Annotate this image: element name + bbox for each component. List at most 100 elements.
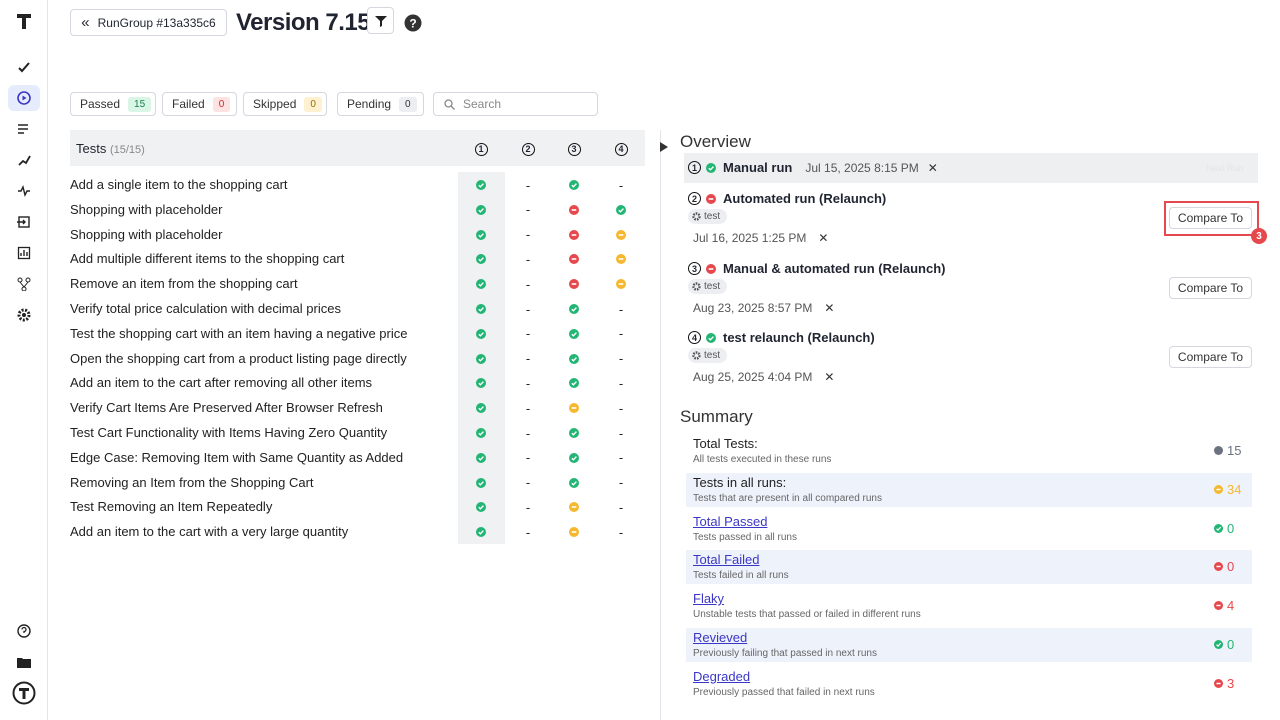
nav-pulse[interactable] bbox=[8, 178, 40, 204]
summary-item-title: Total Tests: bbox=[693, 436, 758, 451]
nav-analytics[interactable] bbox=[8, 240, 40, 266]
test-status: - bbox=[505, 375, 551, 391]
status-icon bbox=[1214, 446, 1223, 455]
compare-button[interactable]: Compare To bbox=[1169, 277, 1252, 299]
nav-branches[interactable] bbox=[8, 271, 40, 297]
overview-title: Overview bbox=[680, 132, 751, 152]
summary-count: 3 bbox=[1214, 676, 1234, 691]
status-dash: - bbox=[526, 252, 530, 267]
summary-item-desc: Unstable tests that passed or failed in … bbox=[693, 609, 921, 620]
summary-item-title: Tests in all runs: bbox=[693, 475, 786, 490]
summary-item-title[interactable]: Flaky bbox=[693, 591, 724, 606]
test-status bbox=[458, 425, 504, 441]
test-status bbox=[551, 425, 597, 441]
summary-count-value: 15 bbox=[1227, 443, 1241, 458]
status-icon bbox=[569, 279, 579, 289]
nav-plans[interactable] bbox=[8, 116, 40, 142]
nav-import[interactable] bbox=[8, 209, 40, 235]
back-button[interactable]: «RunGroup #13a335c6 bbox=[70, 9, 227, 36]
status-dash: - bbox=[526, 351, 530, 366]
summary-count-value: 34 bbox=[1227, 482, 1241, 497]
run-header: 2Automated run (Relaunch) bbox=[688, 191, 886, 206]
remove-run[interactable]: ✕ bbox=[928, 161, 938, 175]
nav-tests[interactable] bbox=[8, 55, 40, 81]
compare-button[interactable]: Compare To bbox=[1169, 346, 1252, 368]
test-status: - bbox=[598, 450, 644, 466]
nav-help[interactable] bbox=[8, 618, 40, 644]
status-icon bbox=[616, 230, 626, 240]
summary-item-desc: Tests passed in all runs bbox=[693, 532, 797, 543]
search-placeholder: Search bbox=[463, 97, 501, 111]
test-status bbox=[551, 400, 597, 416]
test-status: - bbox=[598, 524, 644, 540]
filter-chip[interactable]: Skipped0 bbox=[243, 92, 327, 116]
tests-title: Tests bbox=[76, 141, 106, 156]
remove-run[interactable]: ✕ bbox=[824, 301, 834, 315]
search-box[interactable]: Search bbox=[433, 92, 598, 116]
summary-item-title[interactable]: Total Passed bbox=[693, 514, 767, 529]
test-status: - bbox=[505, 177, 551, 193]
status-icon bbox=[569, 329, 579, 339]
test-name: Remove an item from the shopping cart bbox=[70, 276, 298, 291]
nav-settings[interactable] bbox=[8, 302, 40, 328]
nav-runs[interactable] bbox=[8, 85, 40, 111]
column-number: 1 bbox=[475, 143, 488, 156]
test-name: Removing an Item from the Shopping Cart bbox=[70, 475, 314, 490]
test-name: Test Removing an Item Repeatedly bbox=[70, 499, 272, 514]
nav-steps[interactable] bbox=[8, 147, 40, 173]
summary-item-desc: Previously failing that passed in next r… bbox=[693, 648, 877, 659]
status-icon bbox=[569, 527, 579, 537]
test-name: Shopping with placeholder bbox=[70, 227, 223, 242]
column-header: 2 bbox=[505, 141, 551, 157]
column-header: 3 bbox=[551, 141, 597, 157]
remove-run[interactable]: ✕ bbox=[818, 231, 828, 245]
column-number: 3 bbox=[568, 143, 581, 156]
filter-button[interactable] bbox=[367, 7, 394, 34]
status-dash: - bbox=[619, 450, 623, 465]
test-status bbox=[551, 499, 597, 515]
test-status bbox=[551, 475, 597, 491]
collapse-toggle[interactable] bbox=[659, 142, 668, 152]
run-number: 3 bbox=[688, 262, 701, 275]
test-status: - bbox=[505, 276, 551, 292]
status-icon bbox=[476, 304, 486, 314]
status-icon bbox=[476, 527, 486, 537]
summary-count: 0 bbox=[1214, 637, 1234, 652]
summary-item-desc: Tests that are present in all compared r… bbox=[693, 493, 882, 504]
status-icon bbox=[1214, 485, 1223, 494]
filter-chip[interactable]: Pending0 bbox=[337, 92, 424, 116]
status-dash: - bbox=[526, 500, 530, 515]
status-icon bbox=[476, 180, 486, 190]
summary-item-title[interactable]: Revieved bbox=[693, 630, 747, 645]
test-status bbox=[458, 202, 504, 218]
filter-label: Failed bbox=[172, 97, 205, 111]
filter-label: Passed bbox=[80, 97, 120, 111]
nav-projects[interactable] bbox=[8, 649, 40, 675]
summary-item-title[interactable]: Degraded bbox=[693, 669, 750, 684]
remove-run[interactable]: ✕ bbox=[824, 370, 834, 384]
tests-title-wrap: Tests (15/15) bbox=[76, 141, 145, 156]
filter-chip[interactable]: Passed15 bbox=[70, 92, 156, 116]
test-status bbox=[551, 450, 597, 466]
status-icon bbox=[476, 279, 486, 289]
summary-item-title[interactable]: Total Failed bbox=[693, 552, 759, 567]
status-dash: - bbox=[526, 401, 530, 416]
status-icon bbox=[476, 254, 486, 264]
filter-chip[interactable]: Failed0 bbox=[162, 92, 237, 116]
status-dash: - bbox=[526, 202, 530, 217]
status-icon bbox=[476, 230, 486, 240]
status-icon bbox=[1214, 640, 1223, 649]
test-name: Edge Case: Removing Item with Same Quant… bbox=[70, 450, 403, 465]
test-status bbox=[598, 276, 644, 292]
test-status bbox=[458, 400, 504, 416]
test-status: - bbox=[505, 301, 551, 317]
test-status bbox=[458, 499, 504, 515]
nav-account[interactable] bbox=[8, 680, 40, 706]
test-name: Add a single item to the shopping cart bbox=[70, 177, 288, 192]
run-header: 1Manual runJul 15, 2025 8:15 PM✕ bbox=[688, 160, 938, 175]
help-icon[interactable]: ? bbox=[404, 14, 422, 32]
run-header: 4test relaunch (Relaunch) bbox=[688, 330, 875, 345]
run-number: 4 bbox=[688, 331, 701, 344]
test-status: - bbox=[505, 351, 551, 367]
